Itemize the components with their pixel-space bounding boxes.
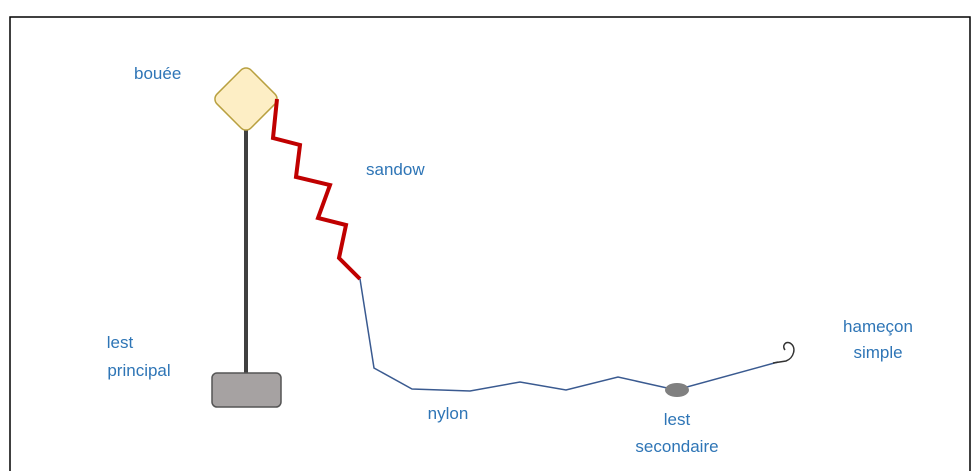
secondary-weight-label: lest <box>664 410 691 429</box>
bungee-label: sandow <box>366 160 425 179</box>
buoy-label: bouée <box>134 64 181 83</box>
hook-label: simple <box>853 343 902 362</box>
nylon-line <box>359 278 779 392</box>
hook-label: hameçon <box>843 317 913 336</box>
frame <box>9 16 971 476</box>
main-weight <box>211 372 282 408</box>
line-label: nylon <box>428 404 469 423</box>
bungee <box>270 98 362 281</box>
secondary-weight-label: secondaire <box>635 437 718 456</box>
buoy <box>214 67 278 131</box>
hook <box>772 341 795 364</box>
secondary-weight <box>665 383 689 397</box>
main-weight-label: principal <box>107 361 170 380</box>
main-weight-label: lest <box>107 333 134 352</box>
